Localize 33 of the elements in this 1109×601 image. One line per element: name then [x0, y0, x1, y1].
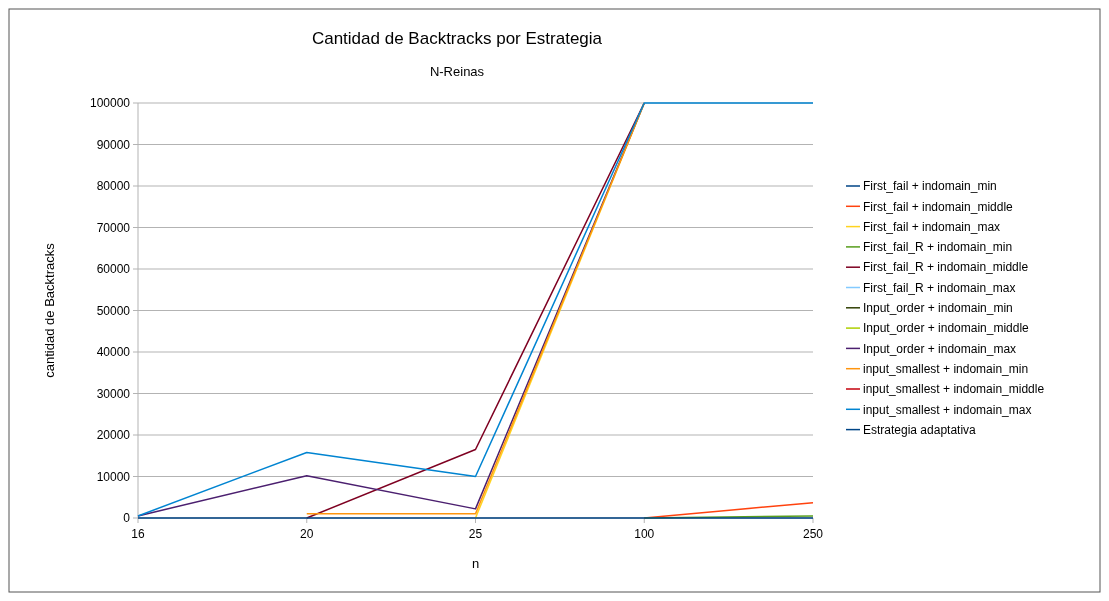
legend-label: First_fail_R + indomain_middle [863, 260, 1029, 275]
y-tick-label: 60000 [96, 262, 131, 277]
x-tick-label: 100 [634, 527, 655, 541]
y-axis-title: cantidad de Backtracks [42, 242, 57, 378]
legend-label: Estrategia adaptativa [863, 422, 977, 437]
y-tick-label: 40000 [96, 345, 131, 360]
legend-label: input_smallest + indomain_middle [863, 382, 1045, 397]
y-tick-label: 80000 [96, 179, 131, 194]
chart-subtitle: N-Reinas [429, 64, 485, 79]
chart-title: Cantidad de Backtracks por Estrategia [311, 29, 603, 48]
y-tick-label: 20000 [96, 428, 131, 443]
legend-label: First_fail_R + indomain_min [863, 240, 1013, 255]
y-tick-label: 70000 [96, 220, 131, 235]
legend-label: input_smallest + indomain_max [863, 402, 1032, 417]
legend-label: Input_order + indomain_middle [863, 321, 1030, 336]
y-tick-label: 10000 [96, 469, 131, 484]
x-tick-label: 250 [802, 527, 824, 541]
x-axis-title: n [471, 556, 480, 571]
x-tick-label: 20 [300, 527, 314, 541]
x-tick-label: 25 [468, 527, 483, 541]
y-tick-label: 30000 [96, 386, 131, 401]
legend-label: First_fail + indomain_middle [863, 199, 1014, 214]
legend-label: First_fail_R + indomain_max [863, 280, 1016, 295]
legend-label: First_fail + indomain_min [863, 179, 997, 194]
y-tick-label: 0 [123, 511, 131, 526]
x-tick-label: 16 [131, 527, 145, 541]
legend-label: Input_order + indomain_max [863, 341, 1017, 356]
y-tick-label: 100000 [89, 96, 131, 111]
y-tick-label: 50000 [96, 303, 131, 318]
legend-label: First_fail + indomain_max [863, 219, 1001, 234]
legend-label: input_smallest + indomain_min [863, 361, 1029, 376]
y-tick-label: 90000 [96, 137, 131, 152]
legend-label: Input_order + indomain_min [863, 301, 1013, 315]
